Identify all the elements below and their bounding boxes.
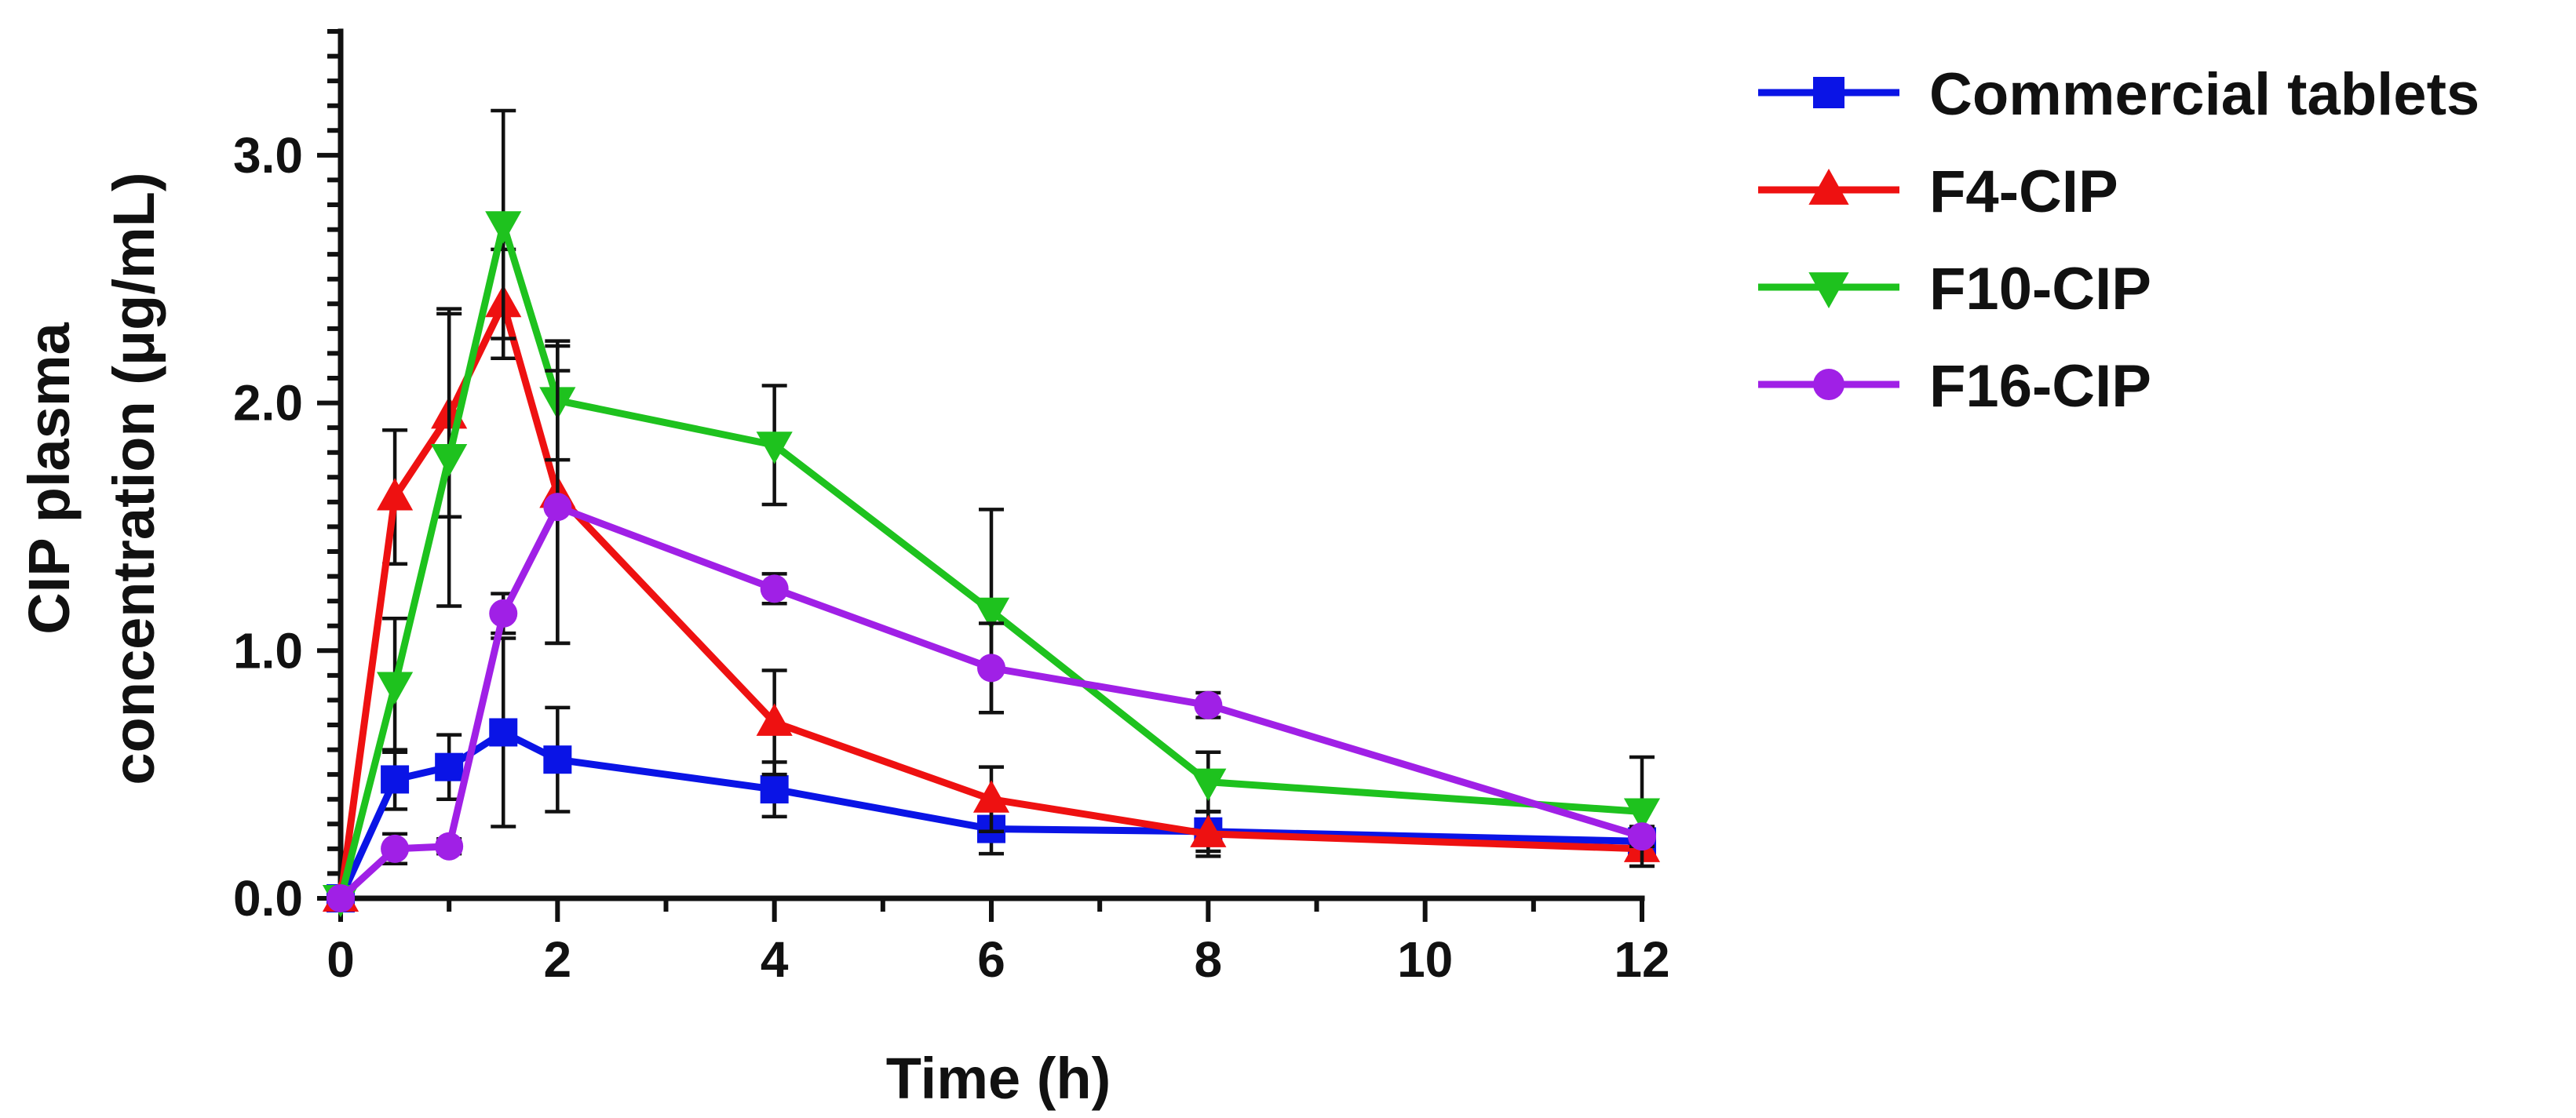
legend-marker [1813,369,1844,400]
data-point [760,775,789,804]
legend-label: F16-CIP [1929,353,2151,420]
data-point [760,574,789,603]
data-point [756,703,793,736]
legend-item: Commercial tablets [1758,61,2479,128]
data-point [756,432,793,464]
data-point [972,597,1010,631]
y-axis-title-line-1: CIP plasma [16,322,82,634]
data-point [1190,768,1227,801]
legend-item: F10-CIP [1758,256,2151,322]
legend-label: F10-CIP [1929,256,2151,322]
legend-label: Commercial tablets [1929,61,2479,128]
x-tick-label: 12 [1614,931,1669,988]
y-tick-label: 1.0 [233,622,303,679]
data-point [1623,798,1661,831]
x-tick-label: 10 [1397,931,1453,988]
y-axis-title: CIP plasma concentration (μg/mL) [16,172,166,785]
legend-marker [1808,169,1849,205]
data-point [1194,690,1223,719]
data-point [489,718,518,747]
y-tick-label: 2.0 [233,375,303,432]
data-point [381,765,410,794]
data-point [977,654,1005,683]
plot-area [322,108,1661,918]
y-tick-label: 3.0 [233,127,303,184]
data-point [489,599,518,628]
data-point [381,834,410,863]
data-point [327,884,355,912]
data-point [435,752,464,781]
legend: Commercial tablets F4-CIP F10-CIP F16-CIP [1758,61,2479,420]
x-tick-label: 8 [1195,931,1223,988]
data-point [485,211,522,244]
legend-marker [1808,272,1849,308]
data-point [376,478,414,511]
legend-label: F4-CIP [1929,158,2118,225]
series-f16-cip [327,369,1656,912]
data-point [431,444,468,477]
legend-item: F4-CIP [1758,158,2118,225]
data-point [543,745,572,774]
data-point [1628,822,1656,851]
x-tick-label: 4 [761,931,789,988]
x-axis-ticks: 0 2 4 6 8 10 12 [327,898,1670,988]
x-tick-label: 0 [327,931,355,988]
data-point [435,832,464,861]
legend-marker [1813,77,1844,108]
y-axis-title-line-2: concentration (μg/mL) [101,172,166,785]
x-axis-title: Time (h) [886,1046,1111,1111]
data-point [543,493,572,522]
x-tick-label: 6 [977,931,1005,988]
legend-item: F16-CIP [1758,353,2151,420]
data-point [972,780,1010,813]
data-point [1190,814,1227,847]
data-point [376,672,414,705]
y-axis-ticks: 0.0 1.0 2.0 3.0 [233,29,341,927]
y-tick-label: 0.0 [233,870,303,927]
x-tick-label: 2 [544,931,572,988]
